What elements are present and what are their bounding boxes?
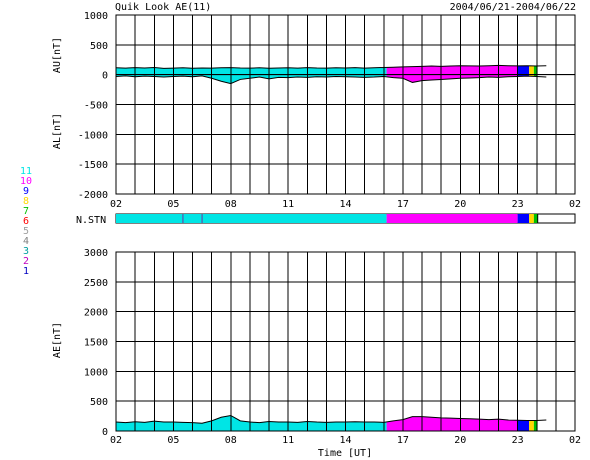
data-area-1-stations-11 <box>116 415 387 431</box>
data-area-1-stations-10 <box>386 416 518 431</box>
date-range: 2004/06/21-2004/06/22 <box>450 2 576 13</box>
x-tick-label: 17 <box>397 199 409 210</box>
data-line-series-2 <box>115 75 547 85</box>
x-tick-label: 08 <box>225 435 237 446</box>
data-line-series-1 <box>115 64 547 69</box>
station-number-8: 8 <box>23 196 29 207</box>
y-tick-label: 500 <box>90 397 108 408</box>
x-tick-label: 23 <box>512 435 524 446</box>
x-tick-label: 05 <box>167 435 179 446</box>
x-tick-label: 14 <box>339 199 351 210</box>
y-tick-label: -500 <box>84 101 108 112</box>
station-segment-9 <box>517 214 530 223</box>
station-segment-10 <box>386 214 518 223</box>
data-line-series-1 <box>115 414 547 424</box>
chart-title: Quik Look AE(11) <box>115 2 211 13</box>
x-tick-label: 20 <box>454 435 466 446</box>
data-area-1-stations-11 <box>116 67 387 75</box>
station-number-1: 1 <box>23 266 29 277</box>
station-segment-7 <box>533 214 538 223</box>
x-axis-label: Time [UT] <box>318 448 372 459</box>
x-tick-label: 23 <box>512 199 524 210</box>
station-number-7: 7 <box>23 206 29 217</box>
data-area-2-stations-11 <box>116 74 387 84</box>
plot-frame <box>115 251 576 432</box>
y-tick-label: 0 <box>102 427 108 438</box>
al-axis-label: AL[nT] <box>52 113 63 149</box>
station-number-9: 9 <box>23 186 29 197</box>
y-tick-label: -1500 <box>78 160 108 171</box>
ae-axis-label: AE[nT] <box>52 322 63 358</box>
station-number-3: 3 <box>23 246 29 257</box>
y-tick-label: 0 <box>102 71 108 82</box>
station-number-6: 6 <box>23 216 29 227</box>
x-tick-label: 11 <box>282 435 294 446</box>
data-area-1-stations-9 <box>517 420 530 431</box>
x-tick-label: 02 <box>569 435 581 446</box>
y-tick-label: 2000 <box>84 308 108 319</box>
station-number-4: 4 <box>23 236 29 247</box>
station-number-11: 11 <box>20 166 32 177</box>
x-tick-label: 02 <box>569 199 581 210</box>
station-number-2: 2 <box>23 256 29 267</box>
x-tick-label: 20 <box>454 199 466 210</box>
x-tick-label: 11 <box>282 199 294 210</box>
y-tick-label: -2000 <box>78 190 108 201</box>
station-number-5: 5 <box>23 226 29 237</box>
x-tick-label: 02 <box>110 199 122 210</box>
x-tick-label: 08 <box>225 199 237 210</box>
station-segment-8 <box>529 214 534 223</box>
data-area-1-stations-8 <box>529 65 534 75</box>
x-tick-label: 02 <box>110 435 122 446</box>
data-area-1-stations-8 <box>529 420 534 431</box>
station-number-10: 10 <box>20 176 32 187</box>
y-tick-label: 2500 <box>84 278 108 289</box>
y-tick-label: -1000 <box>78 130 108 141</box>
station-count-bar <box>115 213 576 224</box>
y-tick-label: 1000 <box>84 367 108 378</box>
y-tick-label: 1500 <box>84 338 108 349</box>
x-tick-label: 14 <box>339 435 351 446</box>
x-tick-label: 17 <box>397 435 409 446</box>
data-area-1-stations-9 <box>517 65 530 75</box>
au-axis-label: AU[nT] <box>52 37 63 73</box>
y-tick-label: 1000 <box>84 11 108 22</box>
station-segment-11 <box>116 214 387 223</box>
x-tick-label: 05 <box>167 199 179 210</box>
y-tick-label: 500 <box>90 41 108 52</box>
station-bar-label: N.STN <box>76 215 106 226</box>
plot-frame <box>115 14 576 195</box>
y-tick-label: 3000 <box>84 248 108 259</box>
data-area-1-stations-10 <box>386 65 518 75</box>
